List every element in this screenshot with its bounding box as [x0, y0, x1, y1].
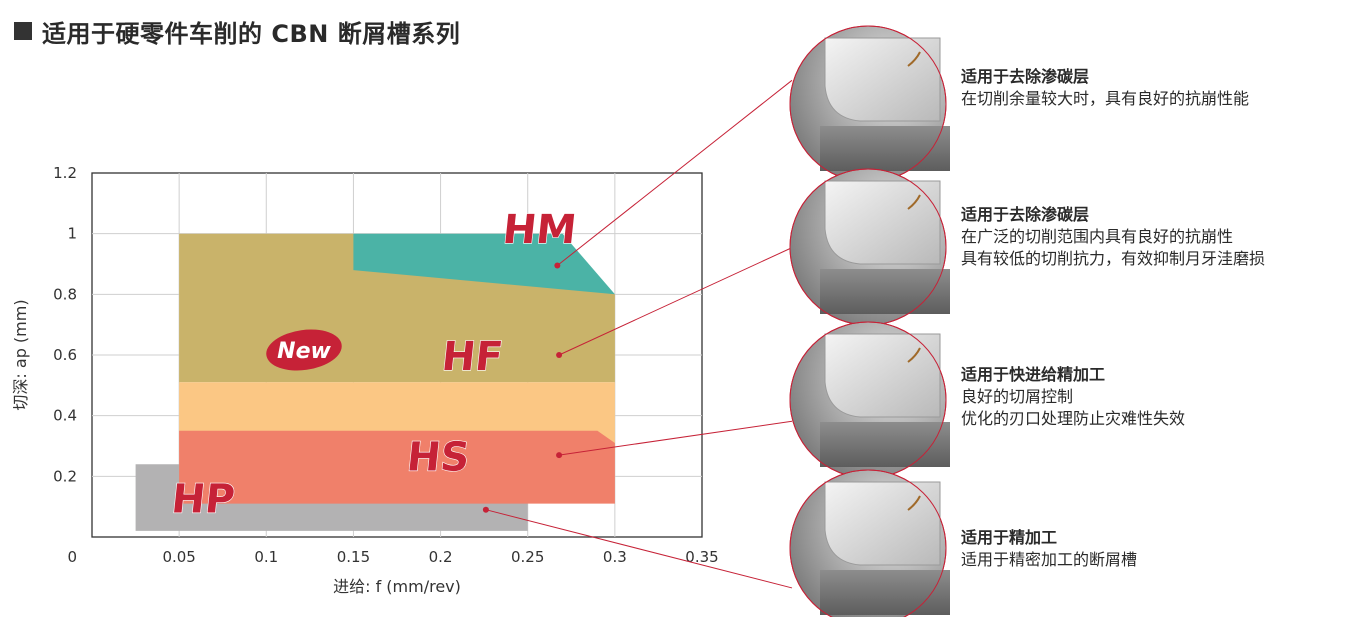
chip-mark — [907, 194, 921, 210]
insert-photo — [789, 469, 950, 617]
insert-face — [824, 37, 941, 122]
feature-line: 适用于精密加工的断屑槽 — [961, 550, 1138, 569]
y-tick-label: 0.6 — [53, 346, 77, 364]
feature-line: 优化的刃口处理防止灾难性失效 — [961, 409, 1186, 428]
feature-line: 在广泛的切削范围内具有良好的抗崩性 — [961, 227, 1234, 246]
origin-label: 0 — [67, 548, 77, 566]
area-hm — [353, 233, 615, 295]
new-badge — [266, 329, 342, 371]
new-badge-text: New — [277, 339, 331, 364]
feature-heading: 适用于精加工 — [961, 528, 1058, 547]
x-tick-label: 0.25 — [511, 548, 544, 566]
leader-dot — [556, 352, 563, 358]
feature-line: 良好的切屑控制 — [961, 387, 1074, 406]
feature-hf: 适用于去除渗碳层 在广泛的切削范围内具有良好的抗崩性 具有较低的切削抗力，有效抑… — [961, 204, 1265, 270]
insert-photo — [789, 168, 950, 326]
leader-dot — [482, 506, 489, 513]
feature-line: 具有较低的切削抗力，有效抑制月牙洼磨损 — [961, 249, 1266, 268]
series-label-hp: HP — [169, 477, 237, 523]
feature-heading: 适用于去除渗碳层 — [961, 67, 1090, 86]
leader-line — [557, 79, 793, 266]
x-tick-label: 0.1 — [254, 548, 278, 566]
insert-flank — [820, 126, 950, 171]
area-hs — [179, 430, 615, 504]
feature-line: 在切削余量较大时，具有良好的抗崩性能 — [961, 89, 1250, 108]
y-tick-label: 0.8 — [53, 285, 77, 303]
chip-mark — [907, 347, 921, 363]
x-tick-label: 0.3 — [603, 548, 627, 566]
insert-face — [824, 180, 941, 265]
feature-hs: 适用于快进给精加工 良好的切屑控制 优化的刃口处理防止灾难性失效 — [961, 364, 1185, 430]
y-tick-label: 0.4 — [53, 407, 77, 425]
title-bullet — [14, 22, 32, 40]
page-title-row: 适用于硬零件车削的 CBN 断屑槽系列 — [14, 14, 460, 48]
feature-hp: 适用于精加工 适用于精密加工的断屑槽 — [961, 527, 1137, 571]
chip-mark — [907, 51, 921, 67]
x-tick-label: 0.05 — [162, 548, 195, 566]
series-label-hm: HM — [501, 207, 579, 253]
x-axis-label: 进给: f (mm/rev) — [333, 577, 461, 596]
leader-line — [558, 247, 793, 356]
insert-face — [824, 481, 941, 566]
series-label-hf: HF — [440, 334, 506, 380]
x-tick-label: 0.2 — [429, 548, 453, 566]
insert-face — [824, 333, 941, 418]
series-label-hs: HS — [405, 434, 472, 480]
leader-dot — [556, 452, 563, 459]
insert-flank — [820, 269, 950, 314]
feature-heading: 适用于快进给精加工 — [961, 365, 1106, 384]
insert-photo — [789, 25, 950, 183]
leader-line — [559, 420, 793, 456]
y-axis-label: 切深: ap (mm) — [11, 299, 30, 410]
chip-mark — [907, 495, 921, 511]
page-title: 适用于硬零件车削的 CBN 断屑槽系列 — [42, 19, 461, 48]
y-tick-label: 1 — [67, 225, 77, 243]
y-tick-label: 0.2 — [53, 467, 77, 485]
insert-photo — [789, 321, 950, 479]
insert-flank — [820, 570, 950, 615]
leader-line — [485, 509, 793, 589]
leader-dot — [554, 262, 561, 269]
insert-photo-border — [789, 469, 947, 617]
x-tick-label: 0.35 — [685, 548, 718, 566]
x-tick-label: 0.15 — [337, 548, 370, 566]
feature-hm: 适用于去除渗碳层 在切削余量较大时，具有良好的抗崩性能 — [961, 66, 1249, 110]
y-tick-label: 1.2 — [53, 164, 77, 182]
insert-flank — [820, 422, 950, 467]
feature-heading: 适用于去除渗碳层 — [961, 205, 1090, 224]
